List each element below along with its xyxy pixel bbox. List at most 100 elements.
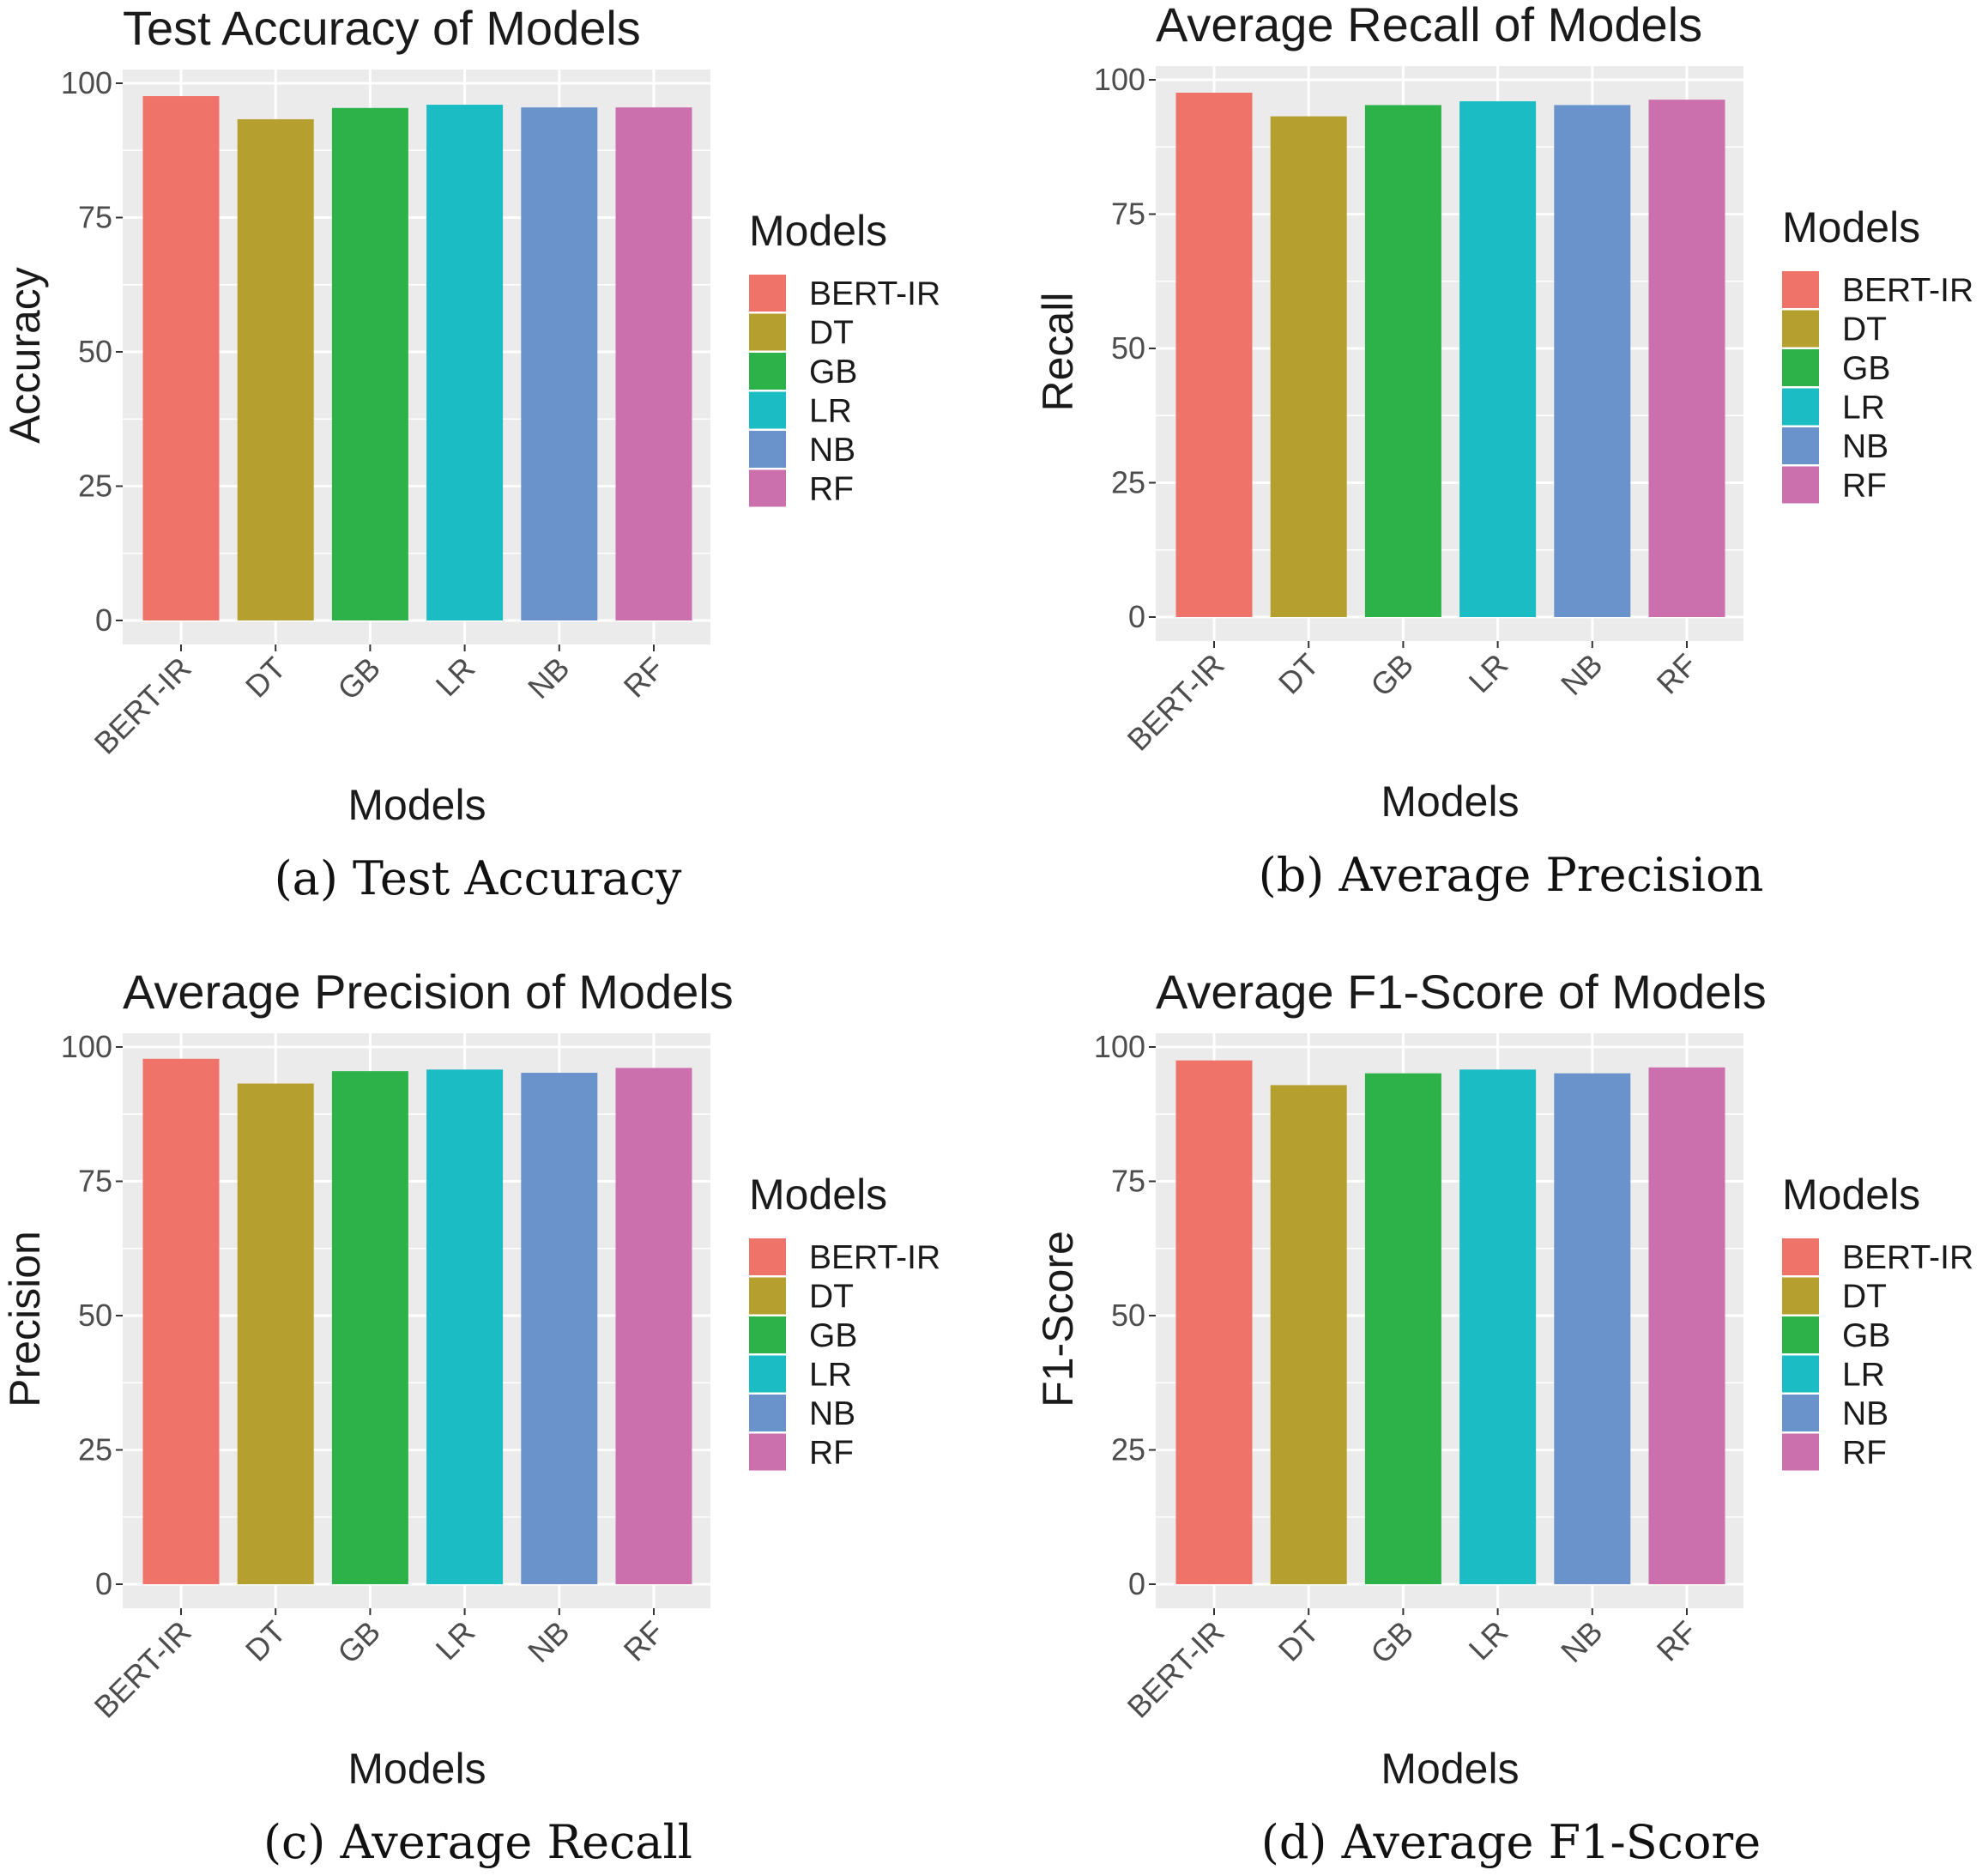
legend-swatch-dt — [1782, 310, 1819, 348]
y-tick-label: 0 — [1128, 1566, 1145, 1601]
legend-label: BERT-IR — [1842, 1239, 1973, 1276]
legend-label: NB — [809, 1395, 855, 1432]
x-tick-label: DT — [239, 1614, 293, 1668]
legend-label: DT — [1842, 312, 1887, 348]
legend-label: GB — [1842, 1317, 1890, 1354]
y-tick-label: 50 — [78, 334, 112, 369]
legend-label: LR — [1842, 1357, 1885, 1394]
legend-swatch-gb — [1782, 349, 1819, 386]
subfigure-caption: (d) Average F1-Score — [1261, 1815, 1761, 1869]
y-tick-label: 0 — [95, 1566, 112, 1601]
bar-gb — [331, 107, 408, 620]
legend-label: DT — [1842, 1279, 1887, 1316]
legend-swatch-lr — [749, 1355, 786, 1393]
x-axis-title: Models — [347, 1745, 486, 1793]
legend-swatch-gb — [749, 1316, 786, 1353]
x-tick-label: GB — [330, 1614, 387, 1671]
legend-label: GB — [809, 1317, 857, 1354]
legend-label: BERT-IR — [809, 1239, 940, 1276]
subfigure-caption: (a) Test Accuracy — [275, 851, 682, 905]
y-tick-label: 25 — [1111, 1432, 1145, 1468]
x-tick-label: NB — [1554, 1614, 1609, 1669]
bar-lr — [1459, 1069, 1537, 1584]
y-tick-label: 75 — [1111, 197, 1145, 232]
legend-title: Models — [749, 1171, 887, 1219]
y-tick-label: 25 — [78, 469, 112, 504]
y-tick-label: 75 — [1111, 1164, 1145, 1199]
chart-title: Average Recall of Models — [1156, 0, 1702, 51]
x-tick-label: LR — [429, 1614, 482, 1667]
y-tick-label: 50 — [1111, 330, 1145, 366]
bar-rf — [1648, 100, 1725, 618]
y-tick-label: 100 — [1094, 62, 1145, 97]
x-tick-label: LR — [1462, 647, 1515, 700]
x-tick-label: RF — [617, 651, 671, 705]
bar-nb — [1554, 105, 1631, 617]
bar-nb — [521, 107, 598, 621]
legend-swatch-rf — [749, 469, 786, 507]
legend-label: RF — [809, 471, 854, 508]
x-tick-label: RF — [617, 1614, 671, 1668]
y-axis-title: F1-Score — [1034, 1231, 1082, 1407]
y-tick-label: 25 — [78, 1432, 112, 1468]
x-tick-label: BERT-IR — [88, 1614, 198, 1725]
legend-title: Models — [749, 207, 887, 255]
bar-bert-ir — [1175, 93, 1253, 618]
y-tick-label: 25 — [1111, 465, 1145, 500]
bar-gb — [1364, 105, 1441, 617]
x-tick-label: NB — [1554, 647, 1609, 702]
bar-nb — [1554, 1073, 1631, 1584]
legend-swatch-nb — [749, 431, 786, 468]
x-tick-label: BERT-IR — [1121, 1614, 1231, 1725]
bar-gb — [1364, 1073, 1441, 1584]
y-tick-label: 50 — [78, 1298, 112, 1333]
legend-label: NB — [1842, 428, 1888, 465]
x-tick-label: DT — [1272, 1614, 1326, 1668]
bar-dt — [237, 118, 314, 620]
bar-rf — [615, 1068, 692, 1584]
chart-title: Average Precision of Models — [123, 965, 734, 1019]
legend-swatch-rf — [749, 1433, 786, 1471]
x-tick-label: NB — [521, 1614, 576, 1669]
legend-swatch-bert-ir — [749, 1238, 786, 1275]
bar-dt — [1270, 116, 1347, 617]
x-axis-title: Models — [347, 781, 486, 829]
chart-panel-0: Test Accuracy of Models 0 25 50 75 100 BERT-IR… — [1, 1, 940, 905]
legend-swatch-gb — [1782, 1316, 1819, 1353]
legend-swatch-dt — [749, 313, 786, 351]
legend-label: NB — [809, 432, 855, 469]
legend-swatch-bert-ir — [1782, 1238, 1819, 1275]
y-tick-label: 100 — [61, 65, 112, 100]
y-tick-label: 0 — [1128, 599, 1145, 634]
legend-swatch-dt — [1782, 1277, 1819, 1315]
y-axis-title: Precision — [1, 1231, 49, 1407]
subfigure-caption: (b) Average Precision — [1259, 848, 1764, 902]
x-tick-label: NB — [521, 651, 576, 705]
subfigure-caption: (c) Average Recall — [263, 1815, 692, 1869]
chart-panel-1: Average Recall of Models 0 25 50 75 100 BERT-I… — [1034, 0, 1973, 902]
bar-dt — [1270, 1085, 1347, 1584]
chart-title: Test Accuracy of Models — [123, 1, 641, 55]
plot-panel — [1156, 1033, 1743, 1608]
legend-label: GB — [1842, 350, 1890, 387]
x-axis-title: Models — [1381, 778, 1519, 826]
bar-lr — [426, 1069, 504, 1584]
legend-swatch-nb — [1782, 427, 1819, 464]
legend-title: Models — [1782, 203, 1920, 251]
x-tick-label: DT — [1272, 647, 1326, 701]
plot-panel — [1156, 66, 1743, 641]
legend-label: DT — [809, 315, 854, 352]
legend-swatch-nb — [749, 1395, 786, 1431]
x-axis-title: Models — [1381, 1745, 1519, 1793]
legend-label: GB — [809, 354, 857, 390]
legend-swatch-dt — [749, 1277, 786, 1315]
x-tick-label: RF — [1650, 647, 1704, 701]
bar-bert-ir — [142, 1058, 220, 1584]
y-axis-title: Accuracy — [1, 267, 49, 444]
legend-label: LR — [809, 1357, 852, 1394]
x-tick-label: BERT-IR — [1121, 647, 1231, 758]
legend-swatch-lr — [749, 391, 786, 429]
x-tick-label: DT — [239, 651, 293, 705]
x-tick-label: RF — [1650, 1614, 1704, 1668]
